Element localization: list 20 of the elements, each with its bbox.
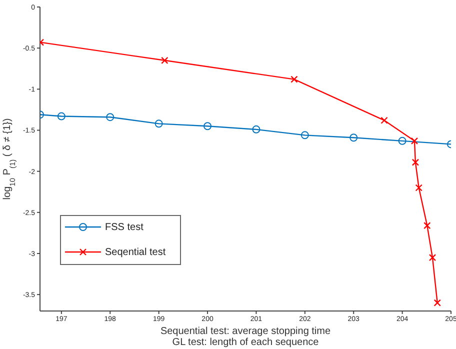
point [57,112,66,120]
point [410,137,418,145]
point [398,136,406,145]
point [204,122,212,130]
point [290,76,298,83]
point [415,184,422,192]
point [434,299,441,306]
point [424,222,431,230]
point [252,125,260,134]
point [154,120,163,128]
x-axis-title: Sequential test: average stopping time GL test: length of each sequence [160,326,331,348]
legend-label: FSS test [105,222,144,233]
point [380,116,388,124]
point [350,134,358,142]
point [300,131,309,140]
point [412,158,420,166]
legend-label: Seqential test [105,247,166,258]
point [161,56,168,64]
point [106,113,114,122]
point [428,254,436,262]
